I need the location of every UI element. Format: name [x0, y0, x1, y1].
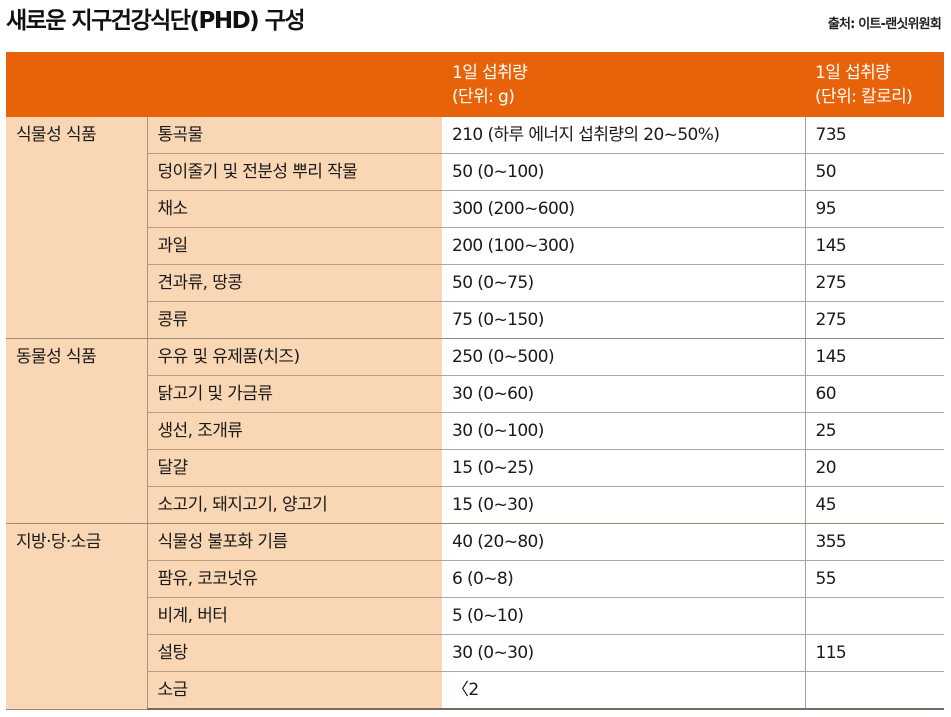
category-animal: 동물성 식품	[6, 338, 148, 524]
table-row: 닭고기 및 가금류 30 (0~60) 60	[6, 375, 944, 413]
item-cell: 닭고기 및 가금류	[147, 375, 442, 413]
grams-cell: 50 (0~100)	[442, 153, 805, 191]
table-row: 설탕 30 (0~30) 115	[6, 634, 944, 672]
grams-cell: 30 (0~30)	[442, 634, 805, 672]
kcal-cell: 20	[804, 449, 944, 487]
item-cell: 식물성 불포화 기름	[147, 523, 442, 561]
table-header: 1일 섭취량 (단위: g) 1일 섭취량 (단위: 칼로리)	[6, 52, 944, 117]
kcal-cell: 145	[804, 338, 944, 376]
item-cell: 소고기, 돼지고기, 양고기	[147, 486, 442, 524]
header-kcal-line1: 1일 섭취량	[815, 62, 891, 83]
item-cell: 과일	[147, 227, 442, 265]
item-cell: 콩류	[147, 301, 442, 339]
header-kcal-line2: (단위: 칼로리)	[815, 86, 913, 107]
item-cell: 견과류, 땅콩	[147, 264, 442, 302]
grams-cell: 6 (0~8)	[442, 560, 805, 598]
item-cell: 비계, 버터	[147, 597, 442, 635]
phd-table: 1일 섭취량 (단위: g) 1일 섭취량 (단위: 칼로리) 식물성 식품 통…	[6, 52, 944, 710]
kcal-cell: 50	[804, 153, 944, 191]
kcal-cell	[804, 671, 944, 710]
table-row: 소고기, 돼지고기, 양고기 15 (0~30) 45	[6, 486, 944, 524]
table-row: 채소 300 (200~600) 95	[6, 190, 944, 228]
category-plant: 식물성 식품	[6, 117, 148, 339]
kcal-cell: 145	[804, 227, 944, 265]
item-cell: 우유 및 유제품(치즈)	[147, 338, 442, 376]
table-row: 덩이줄기 및 전분성 뿌리 작물 50 (0~100) 50	[6, 153, 944, 191]
header-grams-line1: 1일 섭취량	[452, 62, 528, 83]
table-row: 비계, 버터 5 (0~10)	[6, 597, 944, 635]
kcal-cell	[804, 597, 944, 635]
grams-cell: 15 (0~30)	[442, 486, 805, 524]
header-kcal: 1일 섭취량 (단위: 칼로리)	[805, 52, 944, 117]
grams-cell: 15 (0~25)	[442, 449, 805, 487]
grams-cell: 30 (0~60)	[442, 375, 805, 413]
table-body: 식물성 식품 통곡물 210 (하루 에너지 섭취량의 20~50%) 735 …	[6, 117, 944, 710]
table-row: 팜유, 코코넛유 6 (0~8) 55	[6, 560, 944, 598]
item-cell: 덩이줄기 및 전분성 뿌리 작물	[147, 153, 442, 191]
category-fat-sugar-salt: 지방·당·소금	[6, 523, 148, 710]
grams-cell: 50 (0~75)	[442, 264, 805, 302]
grams-cell: 30 (0~100)	[442, 412, 805, 450]
table-row: 지방·당·소금 식물성 불포화 기름 40 (20~80) 355	[6, 523, 944, 710]
kcal-cell: 55	[804, 560, 944, 598]
item-cell: 생선, 조개류	[147, 412, 442, 450]
kcal-cell: 355	[804, 523, 944, 561]
header-category	[6, 52, 147, 117]
grams-cell: 75 (0~150)	[442, 301, 805, 339]
grams-cell: 210 (하루 에너지 섭취량의 20~50%)	[442, 117, 805, 154]
header-item	[147, 52, 442, 117]
item-cell: 채소	[147, 190, 442, 228]
grams-cell: 250 (0~500)	[442, 338, 805, 376]
kcal-cell: 45	[804, 486, 944, 524]
grams-cell: 5 (0~10)	[442, 597, 805, 635]
header-row: 1일 섭취량 (단위: g) 1일 섭취량 (단위: 칼로리)	[6, 52, 944, 117]
page-title: 새로운 지구건강식단(PHD) 구성	[6, 8, 306, 34]
kcal-cell: 275	[804, 301, 944, 339]
item-cell: 소금	[147, 671, 442, 710]
table-row: 식물성 식품 통곡물 210 (하루 에너지 섭취량의 20~50%) 735	[6, 117, 944, 339]
grams-cell: 300 (200~600)	[442, 190, 805, 228]
item-cell: 달걀	[147, 449, 442, 487]
grams-cell: 200 (100~300)	[442, 227, 805, 265]
table-row: 소금 〈2	[6, 671, 944, 710]
kcal-cell: 735	[804, 117, 944, 154]
table-row: 콩류 75 (0~150) 275	[6, 301, 944, 339]
grams-cell: 〈2	[442, 671, 805, 710]
kcal-cell: 275	[804, 264, 944, 302]
kcal-cell: 60	[804, 375, 944, 413]
grams-cell: 40 (20~80)	[442, 523, 805, 561]
item-cell: 팜유, 코코넛유	[147, 560, 442, 598]
item-cell: 설탕	[147, 634, 442, 672]
kcal-cell: 115	[804, 634, 944, 672]
header-grams: 1일 섭취량 (단위: g)	[442, 52, 805, 117]
table-row: 과일 200 (100~300) 145	[6, 227, 944, 265]
source-credit: 출처: 이트-랜싯위원회	[827, 17, 942, 32]
table-row: 견과류, 땅콩 50 (0~75) 275	[6, 264, 944, 302]
table-row: 동물성 식품 우유 및 유제품(치즈) 250 (0~500) 145	[6, 338, 944, 524]
kcal-cell: 95	[804, 190, 944, 228]
table-row: 달걀 15 (0~25) 20	[6, 449, 944, 487]
table-row: 생선, 조개류 30 (0~100) 25	[6, 412, 944, 450]
header-grams-line2: (단위: g)	[452, 86, 515, 107]
kcal-cell: 25	[804, 412, 944, 450]
item-cell: 통곡물	[147, 117, 442, 154]
